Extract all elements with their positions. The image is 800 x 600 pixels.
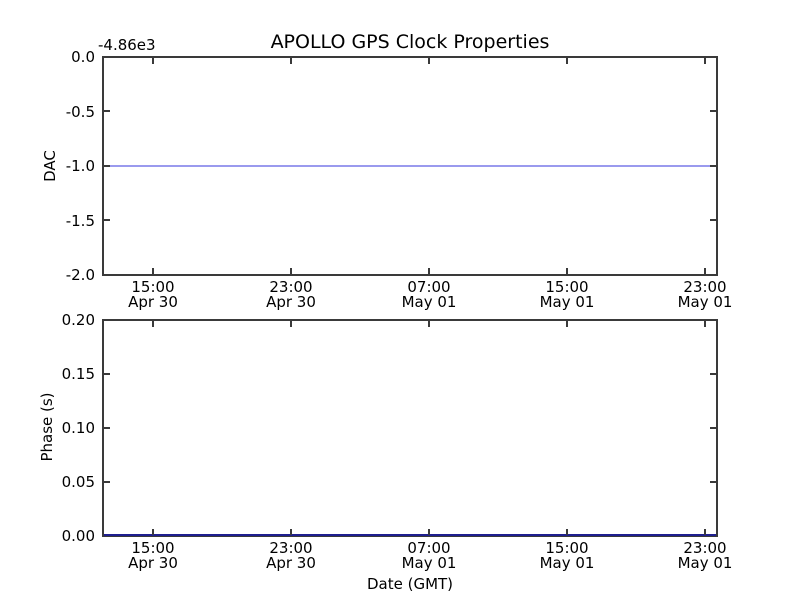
phase-ytick-label-3: 0.05: [61, 473, 95, 491]
x-axis-label: Date (GMT): [366, 575, 454, 593]
chart-title: APOLLO GPS Clock Properties: [270, 31, 550, 53]
phase-xtick-label-2: 07:00 May 01: [401, 539, 457, 572]
x-tick-mark: [152, 529, 154, 535]
x-tick-mark: [152, 268, 154, 274]
x-tick-mark: [290, 268, 292, 274]
dac-series-line: [104, 165, 716, 167]
x-tick-mark: [290, 58, 292, 64]
y-tick-mark: [104, 373, 110, 375]
y-tick-mark: [710, 165, 716, 167]
y-axis-offset-text: -4.86e3: [98, 36, 156, 54]
phase-xtick-label-0: 15:00 Apr 30: [128, 539, 178, 572]
phase-ytick-label-0: 0.20: [61, 311, 95, 329]
x-tick-mark: [566, 268, 568, 274]
x-tick-mark: [152, 321, 154, 327]
phase-ytick-label-1: 0.15: [61, 365, 95, 383]
phase-y-axis-label: Phase (s): [38, 392, 56, 462]
dac-axes: [102, 56, 718, 276]
dac-xtick-label-3: 15:00 May 01: [539, 278, 595, 311]
y-tick-mark: [104, 219, 110, 221]
y-tick-mark: [710, 427, 716, 429]
dac-xtick-label-1: 23:00 Apr 30: [266, 278, 316, 311]
phase-xtick-label-1: 23:00 Apr 30: [266, 539, 316, 572]
dac-xtick-label-2: 07:00 May 01: [401, 278, 457, 311]
x-tick-mark: [704, 268, 706, 274]
y-tick-mark: [710, 481, 716, 483]
phase-axes: [102, 319, 718, 537]
dac-ytick-label-4: -2.0: [65, 266, 95, 284]
x-tick-mark: [290, 529, 292, 535]
x-tick-mark: [566, 58, 568, 64]
y-tick-mark: [104, 481, 110, 483]
phase-ytick-label-2: 0.10: [61, 419, 95, 437]
dac-xtick-label-0: 15:00 Apr 30: [128, 278, 178, 311]
y-tick-mark: [104, 165, 110, 167]
x-tick-mark: [566, 321, 568, 327]
x-tick-mark: [704, 321, 706, 327]
x-tick-mark: [704, 529, 706, 535]
y-tick-mark: [104, 427, 110, 429]
dac-y-axis-label: DAC: [41, 150, 59, 182]
x-tick-mark: [428, 58, 430, 64]
phase-series-line: [104, 534, 716, 536]
dac-ytick-label-2: -1.0: [65, 157, 95, 175]
x-tick-mark: [152, 58, 154, 64]
x-tick-mark: [704, 58, 706, 64]
dac-ytick-label-0: 0.0: [71, 48, 95, 66]
x-tick-mark: [428, 321, 430, 327]
y-tick-mark: [710, 219, 716, 221]
x-tick-mark: [566, 529, 568, 535]
dac-ytick-label-3: -1.5: [65, 212, 95, 230]
x-tick-mark: [290, 321, 292, 327]
phase-ytick-label-4: 0.00: [61, 527, 95, 545]
phase-xtick-label-3: 15:00 May 01: [539, 539, 595, 572]
dac-xtick-label-4: 23:00 May 01: [677, 278, 733, 311]
y-tick-mark: [104, 110, 110, 112]
y-tick-mark: [710, 110, 716, 112]
x-tick-mark: [428, 529, 430, 535]
x-tick-mark: [428, 268, 430, 274]
y-tick-mark: [710, 373, 716, 375]
dac-ytick-label-1: -0.5: [65, 103, 95, 121]
phase-xtick-label-4: 23:00 May 01: [677, 539, 733, 572]
